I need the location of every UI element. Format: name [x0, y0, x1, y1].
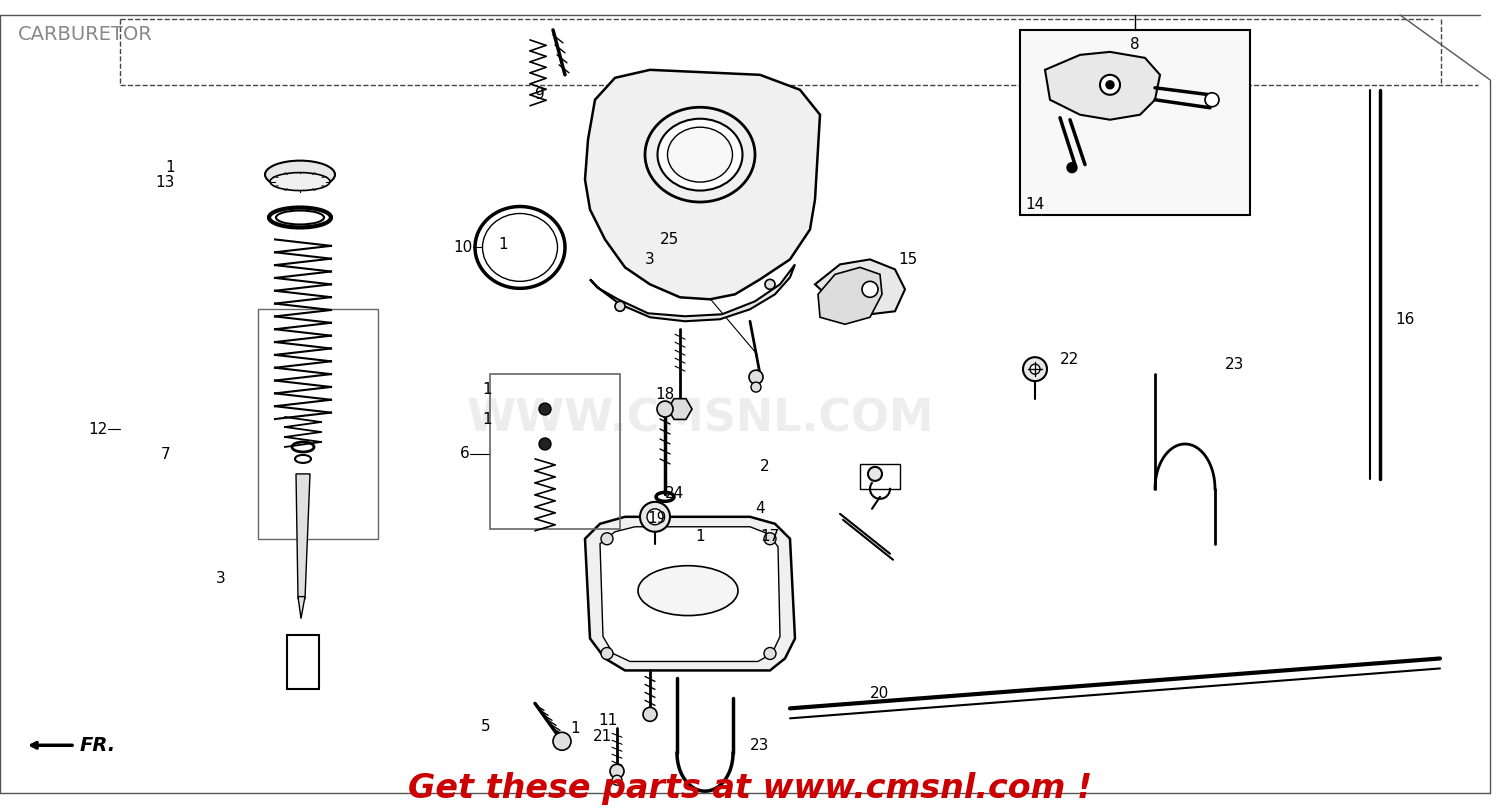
Circle shape	[538, 403, 550, 415]
Polygon shape	[815, 260, 904, 314]
Bar	[258, 309, 378, 539]
Text: 3: 3	[216, 571, 226, 587]
Text: 13: 13	[156, 175, 176, 190]
Ellipse shape	[276, 210, 324, 224]
Text: 19: 19	[646, 511, 666, 527]
Ellipse shape	[645, 108, 754, 202]
Text: 16: 16	[1395, 311, 1414, 327]
Ellipse shape	[657, 119, 742, 191]
Text: 8: 8	[1131, 37, 1140, 53]
Circle shape	[1023, 357, 1047, 381]
Circle shape	[602, 533, 613, 544]
Circle shape	[615, 301, 626, 311]
Polygon shape	[585, 70, 820, 299]
Text: 17: 17	[760, 529, 780, 544]
Text: 12: 12	[88, 421, 108, 437]
Circle shape	[764, 533, 776, 544]
Text: 1: 1	[483, 412, 492, 426]
Circle shape	[1030, 364, 1039, 374]
Text: 25: 25	[660, 232, 680, 247]
Text: 21: 21	[592, 729, 612, 743]
Text: 1: 1	[483, 382, 492, 396]
Circle shape	[748, 371, 764, 384]
Text: 23: 23	[750, 738, 770, 752]
Ellipse shape	[270, 172, 330, 191]
Circle shape	[868, 467, 882, 481]
Circle shape	[640, 502, 670, 532]
Circle shape	[610, 765, 624, 778]
Polygon shape	[585, 517, 795, 671]
Polygon shape	[590, 265, 795, 321]
Text: 11: 11	[598, 713, 618, 728]
Text: 24: 24	[664, 486, 684, 502]
Text: 15: 15	[898, 252, 916, 267]
Ellipse shape	[483, 214, 558, 282]
Text: 9: 9	[536, 87, 544, 102]
Circle shape	[764, 647, 776, 659]
Circle shape	[752, 382, 760, 392]
Polygon shape	[296, 474, 310, 599]
Circle shape	[646, 509, 663, 525]
Circle shape	[538, 438, 550, 450]
Bar	[286, 634, 320, 689]
Circle shape	[1204, 93, 1219, 107]
Bar	[490, 374, 620, 529]
Ellipse shape	[266, 161, 334, 188]
Ellipse shape	[638, 565, 738, 616]
Text: 22: 22	[1060, 352, 1080, 366]
Circle shape	[1066, 163, 1077, 172]
Text: 1: 1	[165, 160, 176, 175]
Circle shape	[644, 707, 657, 722]
Text: 20: 20	[870, 686, 889, 701]
Text: 18: 18	[656, 387, 675, 401]
Circle shape	[765, 279, 776, 290]
Text: 10: 10	[453, 240, 472, 255]
Circle shape	[862, 282, 877, 298]
Text: 1: 1	[696, 529, 705, 544]
Text: 2: 2	[760, 460, 770, 474]
Text: 7: 7	[160, 447, 170, 463]
Text: FR.: FR.	[80, 735, 116, 755]
Text: 3: 3	[645, 252, 654, 267]
Polygon shape	[1046, 52, 1160, 120]
Text: CARBURETOR: CARBURETOR	[18, 25, 153, 44]
Text: WWW.CMSNL.COM: WWW.CMSNL.COM	[466, 397, 933, 441]
Text: 4: 4	[754, 502, 765, 516]
Text: 1: 1	[498, 237, 508, 252]
Ellipse shape	[668, 127, 732, 182]
Text: 1: 1	[570, 721, 580, 736]
Text: Get these parts at www.cmsnl.com !: Get these parts at www.cmsnl.com !	[408, 772, 1092, 805]
Circle shape	[1100, 74, 1120, 95]
Text: 5: 5	[480, 719, 490, 734]
Polygon shape	[668, 399, 692, 419]
Polygon shape	[600, 527, 780, 662]
Bar	[1020, 30, 1250, 214]
Circle shape	[602, 647, 613, 659]
Bar	[859, 464, 900, 489]
Circle shape	[554, 732, 572, 750]
Polygon shape	[818, 268, 882, 324]
Text: 23: 23	[1226, 357, 1245, 371]
Circle shape	[612, 775, 622, 786]
Polygon shape	[298, 596, 304, 619]
Text: 14: 14	[1024, 197, 1044, 212]
Circle shape	[657, 401, 674, 417]
Text: 6: 6	[460, 447, 470, 461]
Circle shape	[1106, 81, 1114, 89]
